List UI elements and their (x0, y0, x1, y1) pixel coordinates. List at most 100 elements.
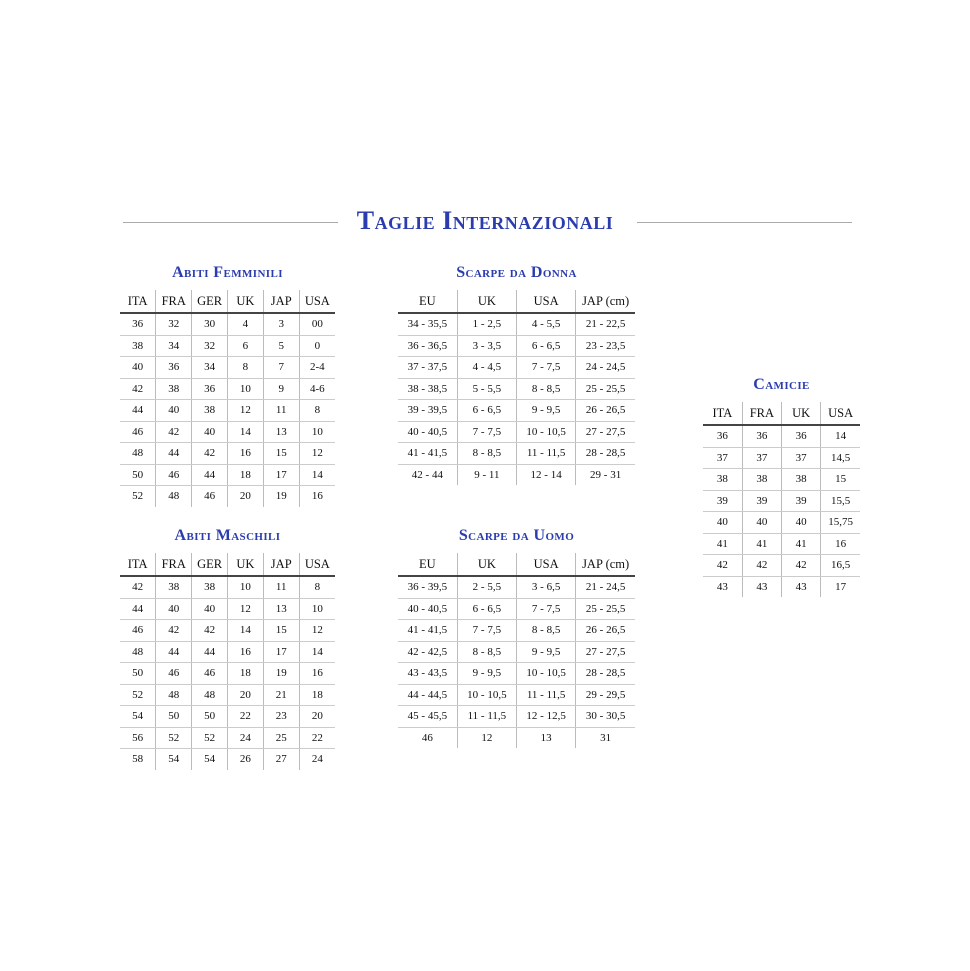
table-cell: 38 (191, 576, 228, 599)
table-row: 37 - 37,5 4 - 4,5 7 - 7,5 24 - 24,5 (398, 356, 635, 379)
table-cell: 16 (298, 485, 335, 507)
column-header: ITA (120, 290, 156, 314)
table-cell: 14 (298, 464, 335, 486)
table-cell: 44 (191, 641, 228, 663)
table-row: 34 - 35,5 1 - 2,5 4 - 5,5 21 - 22,5 (398, 313, 635, 336)
table-cell: 40 (741, 511, 782, 534)
table-row: 48 44 42 16 15 12 (120, 442, 335, 465)
section-abiti-maschili: Abiti Maschili ITA FRA GER UK JAP USA 42 38 38 10 1… (120, 527, 335, 770)
section-scarpe-da-uomo: Scarpe da Uomo EU UK USA JAP (cm) 36 - 39,5 2 … (398, 527, 635, 748)
table-cell: 3 (262, 313, 300, 336)
table-cell: 14 (298, 641, 335, 663)
table-cell: 15 (262, 442, 300, 465)
table-row: 50 46 46 18 19 16 (120, 662, 335, 685)
table-cell: 41 (780, 533, 821, 555)
table-cell: 58 (132, 753, 144, 766)
table-cell: 15,75 (820, 511, 860, 534)
table-cell: 40 - 40,5 (398, 598, 458, 620)
table-row: 52 48 48 20 21 18 (120, 684, 335, 706)
table-cell: 34 - 35,5 (398, 313, 458, 336)
column-header: EU (398, 290, 458, 314)
table-cell: 38 - 38,5 (398, 378, 458, 400)
table-row: 41 - 41,5 8 - 8,5 11 - 11,5 28 - 28,5 (398, 442, 635, 465)
table-cell: 20 (226, 485, 264, 507)
table-cell: 15 (820, 468, 860, 491)
table-cell: 12 (298, 619, 335, 642)
table-row: 52 48 46 20 19 16 (120, 485, 335, 507)
table-cell: 12 (226, 399, 264, 422)
size-table: EU UK USA JAP (cm) 34 - 35,5 1 - 2,5 4 - 5,5 21… (398, 290, 635, 485)
table-cell: 23 (262, 705, 300, 728)
table-cell: 40 (120, 356, 156, 379)
table-title: Scarpe da Uomo (458, 527, 575, 544)
table-cell: 32 (191, 335, 228, 357)
table-row: 46 42 40 14 13 10 (120, 421, 335, 443)
table-cell: 10 - 10,5 (515, 662, 576, 685)
table-cell: 6 - 6,5 (456, 399, 517, 422)
size-table: ITA FRA GER UK JAP USA 36 32 30 4 3 00 38 34 32 6 5 0 40 36… (120, 290, 335, 507)
table-cell: 28 - 28,5 (575, 662, 635, 685)
table-cell: 56 (120, 727, 156, 749)
table-cell: 46 (120, 421, 156, 443)
table-row: 50 46 44 18 17 14 (120, 464, 335, 486)
table-cell: 38 (155, 576, 192, 599)
table-row: 41 41 41 16 (703, 533, 860, 555)
page-title: Taglie Internazionali (356, 206, 614, 235)
table-cell: 52 (120, 684, 156, 706)
table-row: 36 - 36,5 3 - 3,5 6 - 6,5 23 - 23,5 (398, 335, 635, 357)
table-cell: 10 (298, 598, 335, 620)
table-cell: 38 (191, 399, 228, 422)
column-header: FRA (155, 553, 192, 577)
table-cell: 42 (741, 554, 782, 577)
table-cell: 40 - 40,5 (398, 421, 458, 443)
table-row: 36 36 36 14 (703, 425, 860, 448)
table-cell: 44 (155, 442, 192, 465)
header-row: EU UK USA JAP (cm) (398, 290, 635, 314)
table-row: 56 52 52 24 25 22 (120, 727, 335, 749)
table-cell: 25 - 25,5 (575, 598, 635, 620)
table-cell: 36 (741, 425, 782, 448)
column-header: UK (226, 290, 264, 314)
table-row: 46 42 42 14 15 12 (120, 619, 335, 642)
column-header: GER (191, 553, 228, 577)
table-cell: 50 (191, 705, 228, 728)
table-row: 42 38 38 10 11 8 (120, 576, 335, 599)
table-cell: 37 (703, 447, 743, 469)
table-cell: 4 - 5,5 (515, 313, 576, 336)
table-row: 40 - 40,5 7 - 7,5 10 - 10,5 27 - 27,5 (398, 421, 635, 443)
table-row: 43 43 43 17 (703, 576, 860, 597)
table-row: 54 50 50 22 23 20 (120, 705, 335, 728)
table-cell: 46 (191, 485, 228, 507)
table-row: 41 - 41,5 7 - 7,5 8 - 8,5 26 - 26,5 (398, 619, 635, 642)
table-cell: 36 (191, 378, 228, 400)
header-row: EU UK USA JAP (cm) (398, 553, 635, 577)
table-cell: 40 (155, 598, 192, 620)
table-cell: 34 (191, 356, 228, 379)
table-cell: 12 - 12,5 (515, 705, 576, 728)
table-cell: 41 - 41,5 (398, 442, 458, 465)
table-row: 45 - 45,5 11 - 11,5 12 - 12,5 30 - 30,5 (398, 705, 635, 728)
table-row: 38 - 38,5 5 - 5,5 8 - 8,5 25 - 25,5 (398, 378, 635, 400)
table-cell: 13 (515, 727, 576, 748)
table-cell: 7 (262, 356, 300, 379)
table-cell: 13 (262, 421, 300, 443)
column-header: USA (515, 290, 576, 314)
table-row: 38 34 32 6 5 0 (120, 335, 335, 357)
table-cell: 19 (262, 485, 300, 507)
table-cell: 11 - 11,5 (515, 442, 576, 465)
table-cell: 46 (191, 662, 228, 685)
table-cell: 48 (120, 641, 156, 663)
table-cell: 16 (298, 662, 335, 685)
table-cell: 14 (226, 421, 264, 443)
table-cell: 26 - 26,5 (575, 619, 635, 642)
table-cell: 25 - 25,5 (575, 378, 635, 400)
table-row: 40 36 34 8 7 2-4 (120, 356, 335, 379)
table-cell: 40 (191, 598, 228, 620)
table-cell: 8 - 8,5 (456, 442, 517, 465)
table-cell: 8 - 8,5 (456, 641, 517, 663)
table-cell: 7 - 7,5 (456, 421, 517, 443)
table-cell: 9 - 9,5 (456, 662, 517, 685)
table-cell: 18 (226, 662, 264, 685)
size-table: ITA FRA UK USA 36 36 36 14 37 37 37 14,5 38 38 38 15 39 3… (703, 402, 860, 597)
table-cell: 25 (262, 727, 300, 749)
